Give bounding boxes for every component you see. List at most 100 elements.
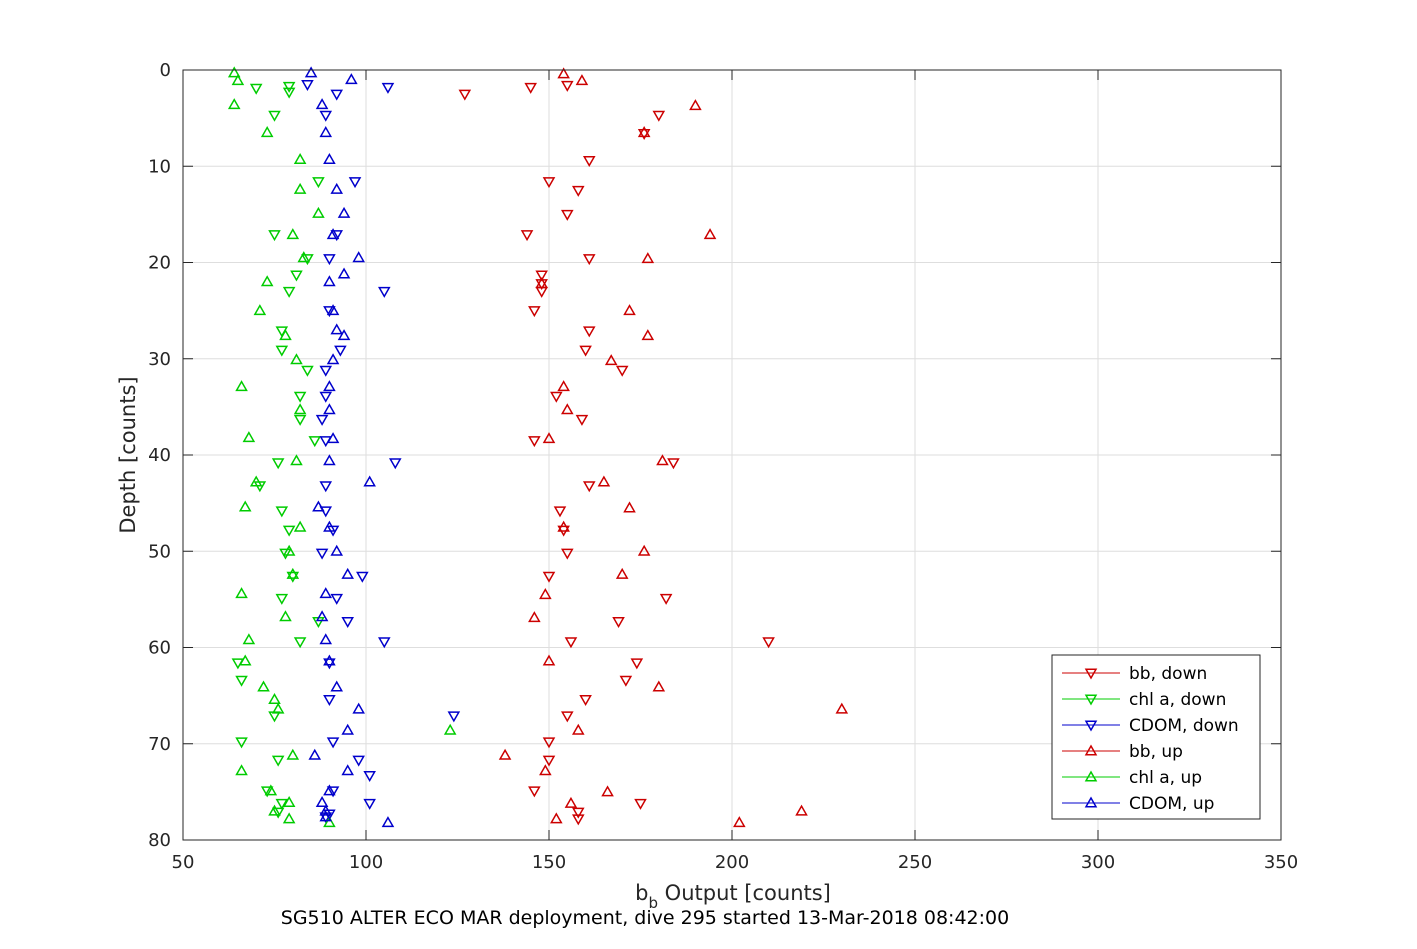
data-point <box>282 81 296 93</box>
data-point <box>308 436 322 448</box>
data-point <box>231 74 245 86</box>
data-point <box>564 796 578 808</box>
data-point <box>524 82 537 94</box>
data-point <box>323 784 336 796</box>
data-point <box>619 675 633 687</box>
data-point <box>268 230 281 242</box>
legend-item: chl a, down <box>1062 690 1226 710</box>
data-point <box>323 654 336 666</box>
data-point <box>352 251 365 263</box>
data-point <box>323 380 336 392</box>
data-point <box>528 786 541 798</box>
data-point <box>381 816 395 828</box>
data-point <box>301 254 314 266</box>
legend-item: chl a, up <box>1062 768 1202 788</box>
data-point <box>795 804 808 816</box>
data-point <box>315 414 329 426</box>
y-tick-label: 20 <box>148 253 171 274</box>
x-tick-label: 250 <box>898 852 932 873</box>
data-point <box>330 680 344 692</box>
legend-marker <box>1084 720 1098 732</box>
data-point <box>597 475 611 487</box>
data-point <box>264 784 278 796</box>
legend-label: chl a, up <box>1129 768 1202 788</box>
data-point <box>571 185 585 197</box>
data-point <box>308 748 322 760</box>
data-point <box>542 654 556 666</box>
data-point <box>238 654 252 666</box>
data-point <box>227 98 241 110</box>
data-point <box>330 593 344 605</box>
data-point <box>319 804 333 816</box>
data-point <box>637 129 651 141</box>
x-axis-label-main: b <box>635 881 648 905</box>
data-point <box>637 126 651 138</box>
data-point <box>341 617 354 629</box>
data-point <box>290 353 303 365</box>
data-point <box>319 391 333 403</box>
data-point <box>282 525 296 537</box>
data-point <box>542 177 556 189</box>
data-point <box>571 807 585 819</box>
data-point <box>323 403 336 415</box>
data-point <box>271 755 285 767</box>
data-point <box>286 571 300 583</box>
data-point <box>323 658 336 670</box>
data-point <box>293 182 307 194</box>
x-tick-label: 150 <box>532 852 566 873</box>
data-point <box>458 89 472 101</box>
data-point <box>319 587 333 599</box>
data-point <box>330 230 344 242</box>
data-point <box>348 177 362 189</box>
data-point <box>242 431 256 443</box>
data-point <box>641 252 655 264</box>
data-point <box>312 206 325 218</box>
data-point <box>652 680 666 692</box>
data-point <box>293 403 307 415</box>
legend-marker <box>1084 744 1098 756</box>
data-point <box>337 329 351 341</box>
data-point <box>535 277 548 289</box>
data-point <box>315 610 329 622</box>
data-point <box>290 270 303 282</box>
data-point <box>561 548 574 560</box>
data-point <box>235 380 248 392</box>
legend-marker <box>1084 694 1098 706</box>
y-tick-label: 30 <box>148 349 171 370</box>
data-point <box>293 414 307 426</box>
data-point <box>582 155 596 167</box>
series-cdom-up <box>304 66 395 828</box>
data-point <box>542 432 556 444</box>
data-point <box>323 254 336 266</box>
data-point <box>319 481 333 493</box>
data-point <box>623 304 636 316</box>
data-point <box>550 812 563 824</box>
data-point <box>286 748 300 760</box>
series-bb-up <box>498 67 849 828</box>
data-point <box>363 798 376 810</box>
data-point <box>293 637 307 649</box>
data-point <box>363 475 376 487</box>
data-point <box>341 723 354 735</box>
x-tick-label: 100 <box>349 852 383 873</box>
data-point <box>582 481 596 493</box>
y-tick-label: 0 <box>160 60 171 81</box>
data-point <box>312 500 325 512</box>
data-point <box>341 764 354 776</box>
data-point <box>498 748 512 760</box>
data-point <box>637 544 651 556</box>
data-point <box>341 567 354 579</box>
data-point <box>337 206 351 218</box>
data-point <box>447 711 461 723</box>
data-point <box>612 617 625 629</box>
x-axis-label-rest: Output [counts] <box>658 881 831 905</box>
legend-item: CDOM, down <box>1062 716 1239 736</box>
data-point <box>319 810 333 822</box>
y-tick-label: 70 <box>148 734 171 755</box>
data-point <box>835 702 849 714</box>
data-points <box>227 66 849 828</box>
data-point <box>293 153 307 165</box>
data-point <box>330 182 344 194</box>
data-point <box>615 567 629 579</box>
